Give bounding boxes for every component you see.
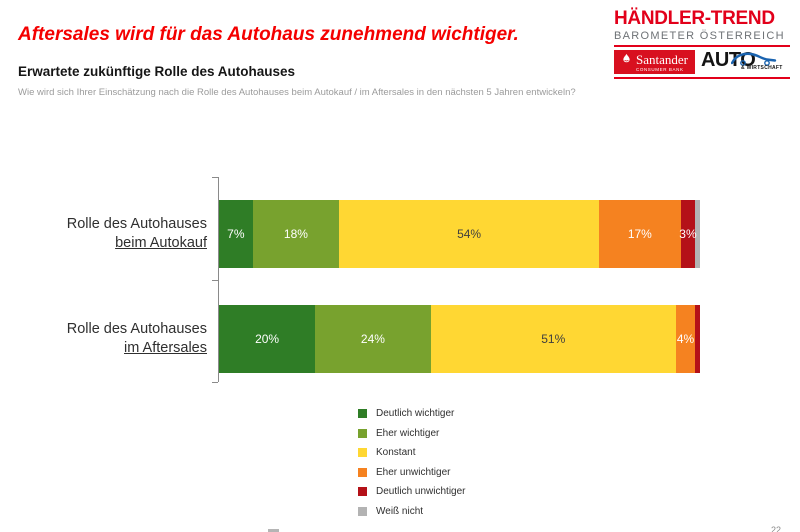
category-label: Rolle des Autohauses beim Autokauf: [66, 216, 207, 251]
legend-swatch: [358, 428, 367, 438]
bar-row: 7% 18% 54% 17% 3%: [219, 200, 700, 268]
segment-value-label: 7%: [227, 227, 245, 241]
survey-question: Wie wird sich Ihrer Einschätzung nach di…: [18, 87, 576, 98]
legend-item: Konstant: [358, 443, 466, 463]
chart-legend: Deutlich wichtiger Eher wichtiger Konstant…: [358, 404, 466, 521]
legend-label: Konstant: [376, 447, 416, 459]
page-title: Aftersales wird für das Autohaus zunehme…: [18, 24, 519, 45]
bar-segment: 18%: [252, 200, 340, 268]
segment-value-label: 54%: [457, 227, 482, 241]
page-number: 22: [771, 525, 782, 532]
legend-label: Eher unwichtiger: [376, 466, 451, 478]
bar-segment: 20%: [219, 305, 316, 373]
chart-title: Erwartete zukünftige Rolle des Autohause…: [18, 64, 296, 79]
santander-wordmark: Santander: [636, 51, 688, 67]
category-label: Rolle des Autohauses im Aftersales: [66, 321, 207, 356]
bar-segment: 7%: [219, 200, 253, 268]
axis-tick: [212, 280, 218, 281]
category-axis-line: [218, 177, 219, 382]
segment-value-label: 3%: [679, 227, 697, 241]
segment-value-label: 18%: [283, 227, 308, 241]
legend-label: Deutlich unwichtiger: [376, 486, 466, 498]
bar-segment: 24%: [315, 305, 431, 373]
segment-value-label: 20%: [255, 332, 280, 346]
segment-value-label: 51%: [541, 332, 566, 346]
logo-divider-bottom: [614, 77, 790, 79]
legend-swatch: [358, 467, 367, 477]
bar-segment: 17%: [598, 200, 681, 268]
sponsor-logos: Santander CONSUMER BANK AUTO & WIRTSCHAF…: [614, 50, 790, 74]
legend-item: Deutlich wichtiger: [358, 404, 466, 424]
legend-swatch: [358, 487, 367, 497]
segment-value-label: 4%: [676, 332, 695, 346]
segment-value-label: 17%: [627, 227, 652, 241]
santander-flame-icon: [621, 53, 632, 72]
logo-divider-top: [614, 45, 790, 47]
logo-title: HÄNDLER-TREND: [614, 8, 775, 29]
legend-item: Deutlich unwichtiger: [358, 482, 466, 502]
footer-text-fragment: [268, 529, 279, 532]
legend-item: Eher wichtiger: [358, 424, 466, 444]
legend-item: Eher unwichtiger: [358, 463, 466, 483]
santander-tagline: CONSUMER BANK: [636, 66, 684, 72]
legend-label: Weiß nicht: [376, 505, 424, 517]
legend-item: Weiß nicht: [358, 502, 466, 522]
legend-label: Deutlich wichtiger: [376, 408, 455, 420]
legend-swatch: [358, 506, 367, 516]
auto-tagline: & WIRTSCHAFT: [740, 65, 783, 71]
bar-segment: 54%: [339, 200, 599, 268]
legend-label: Eher wichtiger: [376, 427, 440, 439]
logo-subtitle: BAROMETER ÖSTERREICH: [614, 30, 785, 42]
bar-segment: 3%: [679, 200, 697, 268]
bar-segment: 4%: [675, 305, 696, 373]
santander-logo: Santander CONSUMER BANK: [614, 50, 695, 74]
bar-segment: [695, 305, 700, 373]
legend-swatch: [358, 409, 367, 419]
axis-tick: [212, 177, 218, 178]
segment-value-label: 24%: [360, 332, 385, 346]
axis-tick: [212, 382, 218, 383]
bar-segment: 51%: [430, 305, 676, 373]
car-silhouette-icon: [730, 51, 777, 71]
bar-segment: [695, 200, 700, 268]
bar-row: 20% 24% 51% 4%: [219, 305, 700, 373]
legend-swatch: [358, 448, 367, 458]
auto-wirtschaft-logo: AUTO & WIRTSCHAFT: [701, 50, 790, 74]
haendler-trend-logo: HÄNDLER-TREND BAROMETER ÖSTERREICH Santa…: [614, 8, 790, 79]
